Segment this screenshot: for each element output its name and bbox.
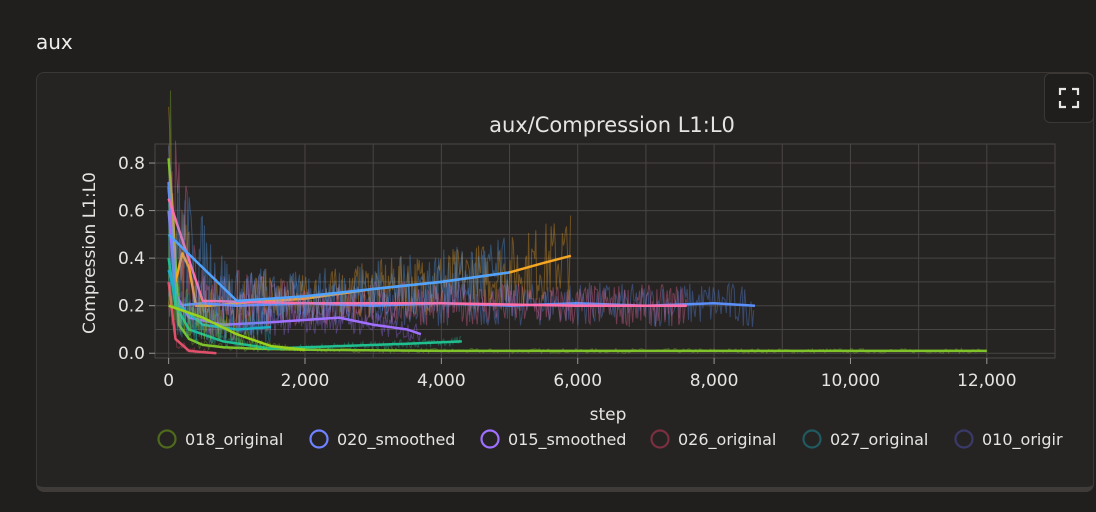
x-tick-label: 0 <box>163 371 174 391</box>
series-line <box>168 304 306 351</box>
series-line <box>167 158 987 353</box>
legend-label[interactable]: 027_original <box>830 430 928 450</box>
legend-label[interactable]: 015_smoothed <box>508 430 626 450</box>
x-tick-label: 12,000 <box>957 371 1016 391</box>
y-tick-label: 0.4 <box>118 249 145 269</box>
legend-marker[interactable] <box>157 429 177 449</box>
fullscreen-icon <box>1058 87 1080 109</box>
y-tick-label: 0.0 <box>118 344 145 364</box>
y-tick-label: 0.6 <box>118 202 145 222</box>
x-tick-label: 10,000 <box>821 371 880 391</box>
legend-marker[interactable] <box>954 429 974 449</box>
series-line <box>167 210 422 336</box>
legend-marker[interactable] <box>802 429 822 449</box>
legend-marker[interactable] <box>309 429 329 449</box>
legend-label[interactable]: 026_original <box>678 430 776 450</box>
series-line <box>167 281 217 355</box>
legend-marker[interactable] <box>480 429 500 449</box>
series-raw-line <box>168 178 421 343</box>
chart-series <box>167 90 987 355</box>
x-tick-label: 2,000 <box>281 371 330 391</box>
chart-axes: 0 2,000 4,000 6,000 8,000 10,000 12,000 0.0 0.2 0… <box>118 154 1017 391</box>
section-title: aux <box>36 30 73 54</box>
series-line <box>167 269 271 331</box>
y-tick-label: 0.2 <box>118 297 145 317</box>
legend-label[interactable]: 018_original <box>185 430 283 450</box>
y-axis-label: Compression L1:L0 <box>80 172 100 334</box>
legend-label[interactable]: 020_smoothed <box>337 430 455 450</box>
legend-marker[interactable] <box>650 429 670 449</box>
x-tick-label: 4,000 <box>417 371 466 391</box>
x-tick-label: 8,000 <box>690 371 739 391</box>
series-raw-line <box>168 146 755 337</box>
series-raw-line <box>168 184 510 333</box>
legend-label[interactable]: 010_origir <box>982 430 1063 450</box>
y-tick-label: 0.8 <box>118 154 145 174</box>
chart-legend: 018_original 020_smoothed 015_smoothed 026_… <box>157 429 1063 450</box>
series-line <box>167 198 687 307</box>
fullscreen-button[interactable] <box>1044 73 1094 123</box>
chart-grid <box>154 143 1056 359</box>
chart-title: aux/Compression L1:L0 <box>489 113 735 137</box>
x-axis-label: step <box>590 405 627 425</box>
x-tick-label: 6,000 <box>553 371 602 391</box>
series-line <box>167 233 510 303</box>
